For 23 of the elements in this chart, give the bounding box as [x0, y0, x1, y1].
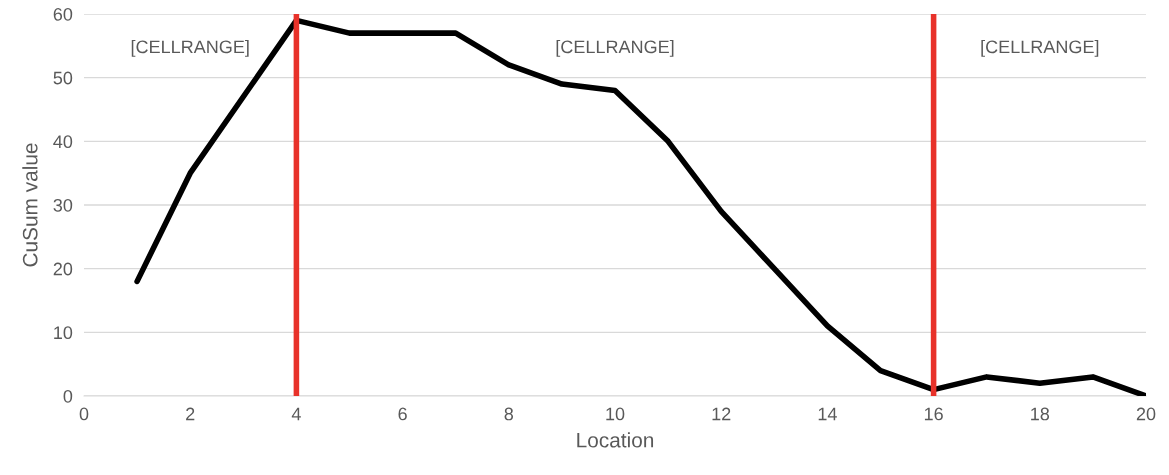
x-tick-label: 12 — [712, 407, 731, 421]
y-tick-label: 0 — [63, 389, 73, 403]
y-tick-label: 30 — [53, 198, 73, 212]
x-tick-label: 18 — [1031, 407, 1050, 421]
annotation: [CELLRANGE] — [981, 39, 1099, 57]
x-tick-label: 4 — [291, 407, 301, 421]
annotation: [CELLRANGE] — [131, 39, 249, 57]
x-tick-label: 10 — [606, 407, 625, 421]
x-tick-label: 16 — [924, 407, 943, 421]
x-tick-label: 6 — [398, 407, 407, 421]
y-axis-title: CuSum value — [22, 143, 38, 267]
x-tick-label: 14 — [818, 407, 837, 421]
y-tick-label: 60 — [53, 7, 73, 21]
x-axis-title: Location — [577, 432, 654, 448]
x-tick-label: 0 — [79, 407, 89, 421]
y-tick-label: 20 — [53, 262, 73, 276]
annotation: [CELLRANGE] — [556, 39, 674, 57]
y-tick-label: 10 — [54, 326, 73, 340]
x-tick-label: 8 — [504, 407, 514, 421]
y-tick-label: 50 — [53, 71, 73, 85]
x-tick-label: 20 — [1136, 407, 1156, 421]
y-tick-label: 40 — [53, 135, 73, 149]
x-tick-label: 2 — [186, 407, 195, 421]
